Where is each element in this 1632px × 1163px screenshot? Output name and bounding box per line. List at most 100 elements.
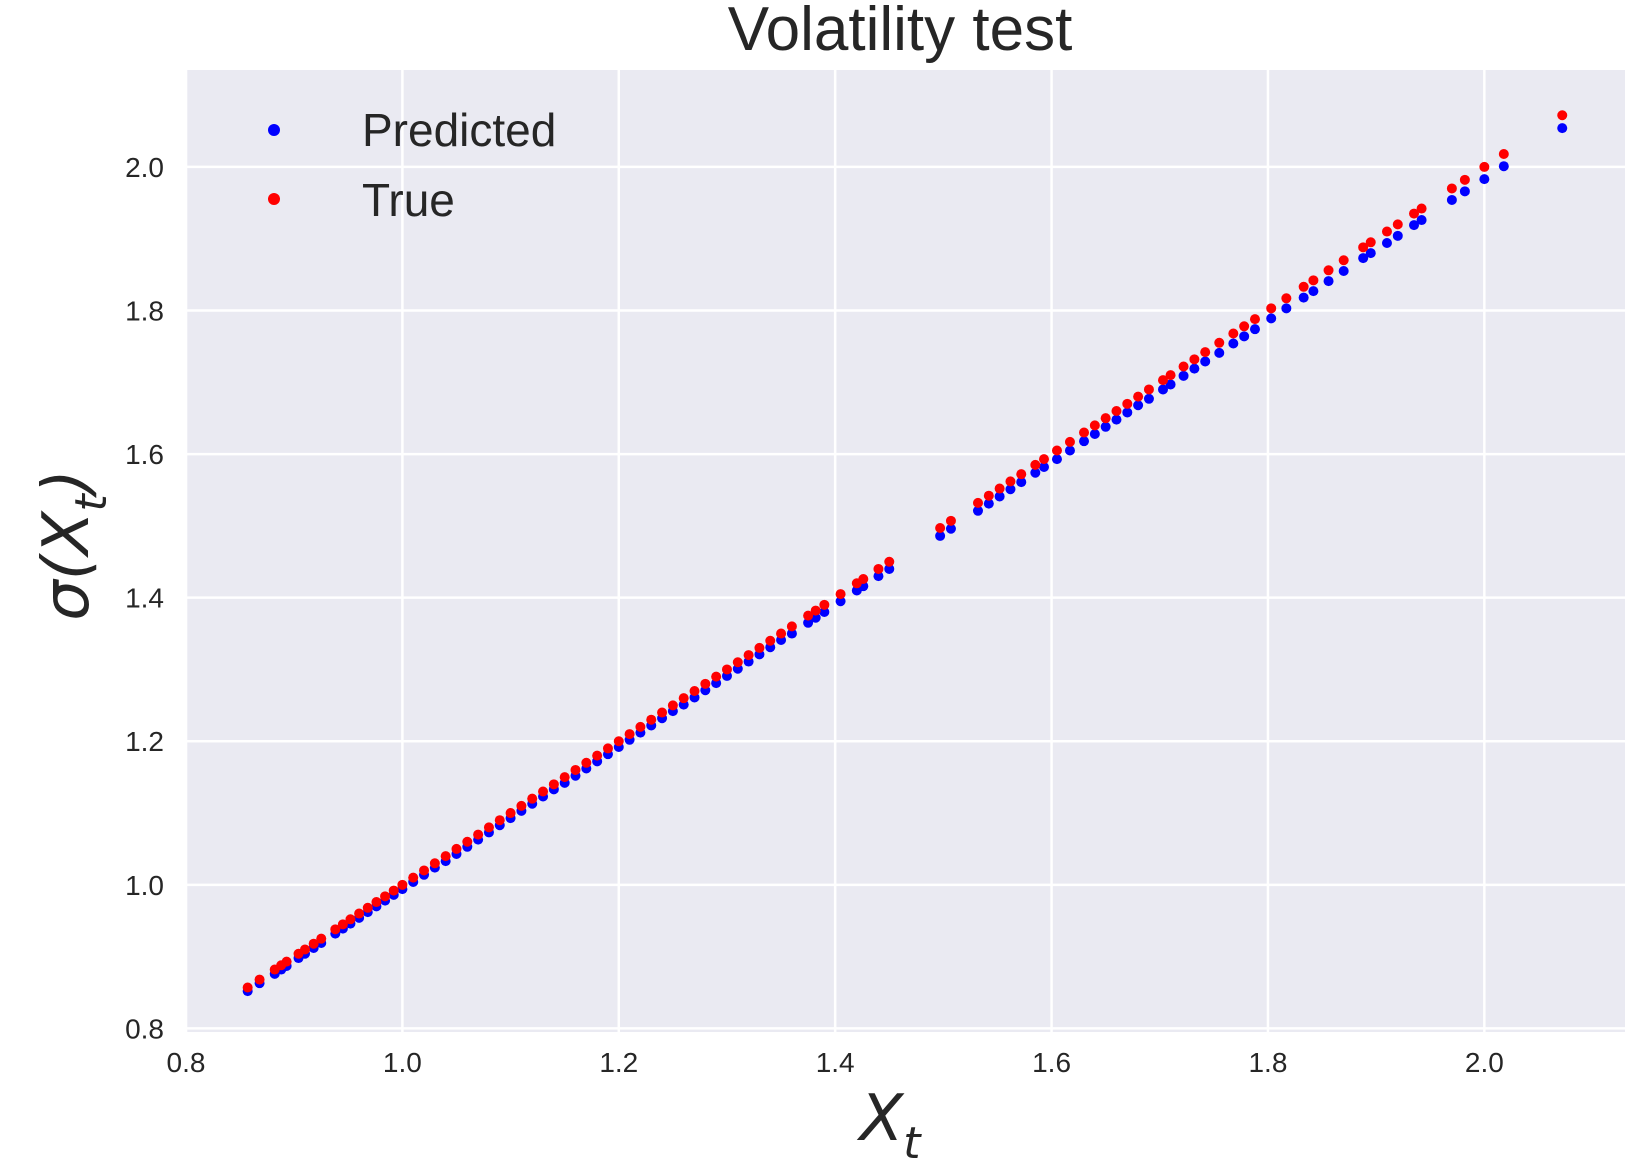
point-true bbox=[721, 664, 732, 675]
point-true bbox=[657, 707, 668, 718]
point-predicted bbox=[1111, 414, 1122, 425]
point-predicted bbox=[1365, 248, 1376, 259]
x-tick-label: 1.4 bbox=[816, 1047, 855, 1078]
point-true bbox=[1051, 445, 1062, 456]
point-predicted bbox=[1189, 363, 1200, 374]
point-true bbox=[689, 685, 700, 696]
point-true bbox=[1189, 354, 1200, 365]
point-true bbox=[803, 610, 814, 621]
point-true bbox=[1365, 237, 1376, 248]
point-true bbox=[613, 736, 624, 747]
point-true bbox=[754, 642, 765, 653]
point-predicted bbox=[810, 612, 821, 623]
point-true bbox=[538, 786, 549, 797]
y-tick-label: 1.8 bbox=[125, 296, 164, 327]
point-true bbox=[570, 764, 581, 775]
x-tick-label: 1.8 bbox=[1248, 1047, 1287, 1078]
y-tick-label: 1.6 bbox=[125, 439, 164, 470]
point-true bbox=[494, 815, 505, 826]
point-true bbox=[408, 872, 419, 883]
point-true bbox=[1200, 347, 1211, 358]
point-true bbox=[1228, 328, 1239, 339]
point-true bbox=[1446, 183, 1457, 194]
legend-label-predicted: Predicted bbox=[362, 104, 556, 156]
point-true bbox=[308, 938, 319, 949]
point-true bbox=[1016, 469, 1027, 480]
point-true bbox=[1381, 226, 1392, 237]
point-true bbox=[635, 721, 646, 732]
point-predicted bbox=[819, 607, 830, 618]
point-true bbox=[1557, 110, 1568, 121]
point-true bbox=[1030, 459, 1041, 470]
point-true bbox=[345, 914, 356, 925]
point-true bbox=[505, 808, 516, 819]
point-true bbox=[397, 879, 408, 890]
point-true bbox=[646, 714, 657, 725]
point-true bbox=[935, 523, 946, 534]
point-true bbox=[483, 822, 494, 833]
point-true bbox=[548, 779, 559, 790]
point-true bbox=[1308, 275, 1319, 286]
point-true bbox=[1133, 391, 1144, 402]
point-predicted bbox=[1143, 393, 1154, 404]
point-predicted bbox=[1133, 400, 1144, 411]
point-predicted bbox=[1298, 292, 1309, 303]
point-true bbox=[873, 563, 884, 574]
x-tick-label: 0.8 bbox=[167, 1047, 206, 1078]
point-true bbox=[765, 635, 776, 646]
point-true bbox=[1479, 161, 1490, 172]
point-true bbox=[242, 982, 253, 993]
x-tick-label: 1.2 bbox=[599, 1047, 638, 1078]
point-predicted bbox=[1392, 230, 1403, 241]
point-true bbox=[678, 693, 689, 704]
point-predicted bbox=[1016, 477, 1027, 488]
point-predicted bbox=[945, 523, 956, 534]
x-tick-label: 2.0 bbox=[1465, 1047, 1504, 1078]
point-true bbox=[516, 800, 527, 811]
point-predicted bbox=[1358, 253, 1369, 264]
legend: Predicted True bbox=[268, 104, 556, 226]
x-tick-label: 1.0 bbox=[383, 1047, 422, 1078]
point-predicted bbox=[1338, 266, 1349, 277]
legend-marker-predicted bbox=[268, 124, 280, 136]
point-predicted bbox=[1446, 194, 1457, 205]
point-predicted bbox=[1239, 331, 1250, 342]
point-true bbox=[440, 851, 451, 862]
point-true bbox=[254, 974, 265, 985]
y-axis-label: σ(Xt) bbox=[30, 469, 117, 621]
point-true bbox=[732, 657, 743, 668]
point-true bbox=[451, 843, 462, 854]
point-predicted bbox=[1051, 454, 1062, 465]
point-predicted bbox=[1122, 407, 1133, 418]
point-predicted bbox=[1459, 186, 1470, 197]
y-tick-label: 1.4 bbox=[125, 583, 164, 614]
point-true bbox=[983, 490, 994, 501]
point-true bbox=[527, 793, 538, 804]
point-predicted bbox=[1323, 276, 1334, 287]
point-true bbox=[1158, 375, 1169, 386]
legend-marker-true bbox=[268, 193, 280, 205]
point-true bbox=[1249, 314, 1260, 325]
point-predicted bbox=[1308, 286, 1319, 297]
point-true bbox=[1338, 255, 1349, 266]
x-tick-labels: 0.8 1.0 1.2 1.4 1.6 1.8 2.0 bbox=[167, 1047, 1504, 1078]
point-predicted bbox=[1381, 238, 1392, 249]
point-true bbox=[462, 836, 473, 847]
point-predicted bbox=[972, 505, 983, 516]
point-true bbox=[667, 700, 678, 711]
point-true bbox=[362, 902, 373, 913]
point-true bbox=[700, 678, 711, 689]
point-true bbox=[1165, 370, 1176, 381]
point-true bbox=[1038, 454, 1049, 465]
point-true bbox=[300, 944, 311, 955]
point-true bbox=[602, 743, 613, 754]
point-true bbox=[380, 891, 391, 902]
point-true bbox=[994, 483, 1005, 494]
point-predicted bbox=[1281, 303, 1292, 314]
point-true bbox=[1498, 148, 1509, 159]
data-points bbox=[242, 110, 1568, 997]
point-true bbox=[1079, 427, 1090, 438]
point-true bbox=[1323, 265, 1334, 276]
x-axis-label: Xt bbox=[856, 1082, 922, 1163]
point-true bbox=[1459, 174, 1470, 185]
